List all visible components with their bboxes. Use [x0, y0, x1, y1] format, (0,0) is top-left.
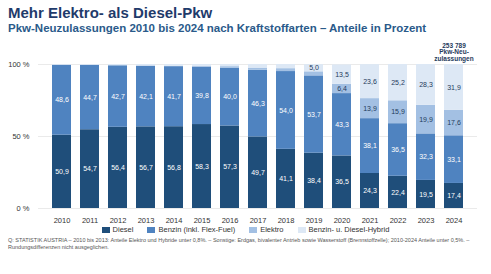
svg-text:2024: 2024	[446, 216, 463, 224]
svg-text:2014: 2014	[166, 216, 183, 224]
svg-text:41,1: 41,1	[279, 175, 293, 182]
svg-text:2011: 2011	[82, 216, 98, 224]
svg-text:38,4: 38,4	[307, 177, 321, 184]
svg-text:17,6: 17,6	[447, 119, 461, 126]
html-text:Elektro: Elektro	[260, 225, 284, 234]
svg-text:0 %: 0 %	[17, 204, 30, 213]
svg-text:5,0: 5,0	[309, 64, 319, 71]
svg-text:36,5: 36,5	[391, 146, 405, 153]
svg-text:43,3: 43,3	[335, 121, 349, 128]
svg-text:56,4: 56,4	[111, 164, 125, 171]
svg-text:54,7: 54,7	[83, 165, 97, 172]
svg-text:15,9: 15,9	[391, 108, 405, 115]
svg-text:54,0: 54,0	[279, 107, 293, 114]
svg-text:100 %: 100 %	[8, 60, 30, 69]
svg-text:2023: 2023	[418, 216, 435, 224]
svg-text:2013: 2013	[138, 216, 155, 224]
html-text:Diesel: Diesel	[112, 225, 134, 234]
svg-text:33,1: 33,1	[447, 156, 461, 163]
html-text:Pkw-Neuzulassungen 2010 bis 20: Pkw-Neuzulassungen 2010 bis 2024 nach Kr…	[8, 22, 427, 34]
svg-text:42,1: 42,1	[139, 93, 153, 100]
svg-text:38,1: 38,1	[363, 142, 377, 149]
svg-text:46,3: 46,3	[251, 100, 265, 107]
svg-text:2017: 2017	[250, 216, 267, 224]
svg-text:56,8: 56,8	[167, 164, 181, 171]
svg-text:58,3: 58,3	[195, 163, 209, 170]
svg-text:13,9: 13,9	[363, 105, 377, 112]
svg-text:41,7: 41,7	[167, 93, 181, 100]
svg-text:2020: 2020	[334, 216, 351, 224]
svg-text:40,0: 40,0	[223, 93, 237, 100]
html-text:Benzin (inkl. Flex-Fuel): Benzin (inkl. Flex-Fuel)	[158, 225, 236, 234]
svg-text:2010: 2010	[54, 216, 71, 224]
svg-text:23,6: 23,6	[363, 78, 377, 85]
svg-text:50,9: 50,9	[55, 168, 69, 175]
svg-text:36,5: 36,5	[335, 178, 349, 185]
svg-text:39,8: 39,8	[195, 92, 209, 99]
svg-text:57,3: 57,3	[223, 163, 237, 170]
svg-text:24,3: 24,3	[363, 187, 377, 194]
svg-text:25,2: 25,2	[391, 79, 405, 86]
svg-text:32,3: 32,3	[419, 153, 433, 160]
svg-text:17,4: 17,4	[447, 192, 461, 199]
svg-text:44,7: 44,7	[83, 94, 97, 101]
svg-text:2022: 2022	[390, 216, 407, 224]
svg-text:48,6: 48,6	[55, 96, 69, 103]
svg-text:50 %: 50 %	[12, 132, 29, 141]
html-text:Mehr Elektro- als Diesel-Pkw: Mehr Elektro- als Diesel-Pkw	[8, 4, 213, 21]
svg-text:13,5: 13,5	[335, 71, 349, 78]
svg-text:22,4: 22,4	[391, 189, 405, 196]
svg-text:42,7: 42,7	[111, 93, 125, 100]
svg-text:2021: 2021	[362, 216, 379, 224]
svg-text:2012: 2012	[110, 216, 127, 224]
svg-text:253 789Pkw-Neu-zulassungen: 253 789Pkw-Neu-zulassungen	[434, 42, 473, 63]
svg-text:2019: 2019	[306, 216, 323, 224]
svg-text:31,9: 31,9	[447, 84, 461, 91]
svg-text:56,7: 56,7	[139, 164, 153, 171]
svg-text:53,7: 53,7	[307, 111, 321, 118]
svg-text:6,4: 6,4	[337, 85, 347, 92]
svg-text:19,5: 19,5	[419, 191, 433, 198]
svg-text:28,3: 28,3	[419, 81, 433, 88]
html-text:Benzin- u. Diesel-Hybrid: Benzin- u. Diesel-Hybrid	[308, 225, 390, 234]
svg-text:2018: 2018	[278, 216, 295, 224]
svg-text:19,9: 19,9	[419, 116, 433, 123]
svg-text:49,7: 49,7	[251, 169, 265, 176]
svg-text:2015: 2015	[194, 216, 211, 224]
svg-text:2016: 2016	[222, 216, 239, 224]
html-text:Q: STATISTIK AUSTRIA – 2010 bi: Q: STATISTIK AUSTRIA – 2010 bis 2013: An…	[8, 237, 470, 250]
